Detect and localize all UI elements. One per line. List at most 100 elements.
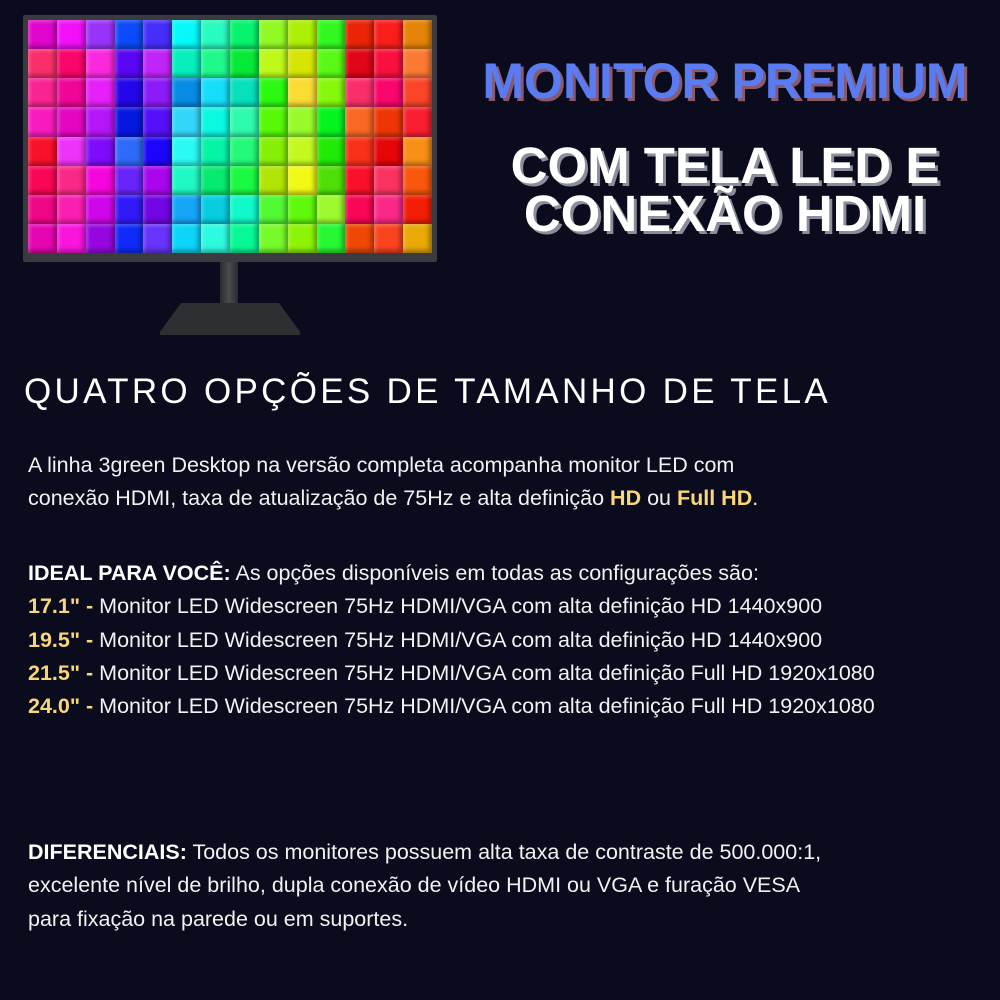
screen-cube <box>85 223 115 253</box>
option-desc: Monitor LED Widescreen 75Hz HDMI/VGA com… <box>99 660 875 685</box>
screen-cube <box>403 165 432 195</box>
screen-cube <box>403 194 432 224</box>
screen-cube <box>114 136 144 166</box>
screen-cube <box>316 194 346 224</box>
screen-cube <box>345 136 375 166</box>
diferenciais-text: Todos os monitores possuem alta taxa de … <box>186 840 822 864</box>
screen-cube <box>374 107 404 137</box>
screen-cube <box>85 136 115 166</box>
screen-cube <box>316 107 346 137</box>
screen-cube <box>201 107 230 137</box>
option-item: 21.5" - Monitor LED Widescreen 75Hz HDMI… <box>28 657 875 690</box>
ideal-line: IDEAL PARA VOCÊ: As opções disponíveis e… <box>28 557 875 590</box>
screen-cube <box>114 223 144 253</box>
screen-cube <box>403 20 432 50</box>
screen-cube <box>85 194 115 224</box>
diferenciais-section: DIFERENCIAIS: Todos os monitores possuem… <box>28 836 821 936</box>
option-item: 19.5" - Monitor LED Widescreen 75Hz HDMI… <box>28 624 875 657</box>
screen-cube <box>287 107 317 137</box>
screen-cube <box>374 20 404 50</box>
screen-cube <box>28 78 57 108</box>
screen-cube <box>374 49 404 79</box>
screen-cube <box>258 165 288 195</box>
ideal-label: IDEAL PARA VOCÊ: <box>28 561 231 585</box>
screen-cube <box>143 136 173 166</box>
screen-cube <box>374 194 404 224</box>
diferenciais-label: DIFERENCIAIS: <box>28 840 187 864</box>
option-desc: Monitor LED Widescreen 75Hz HDMI/VGA com… <box>99 694 875 719</box>
ideal-text: As opções disponíveis em todas as config… <box>230 561 759 585</box>
screen-cube <box>374 223 404 253</box>
intro-or: ou <box>641 486 677 511</box>
screen-cube <box>374 78 404 108</box>
screen-cube <box>172 165 202 195</box>
option-desc: Monitor LED Widescreen 75Hz HDMI/VGA com… <box>99 594 823 619</box>
screen-cube <box>345 49 375 79</box>
screen-cube <box>345 20 375 50</box>
screen-cube <box>201 49 230 79</box>
screen-cube <box>28 136 57 166</box>
screen-cube <box>56 49 86 79</box>
screen-cube <box>258 78 288 108</box>
screen-cube <box>316 49 346 79</box>
hd-highlight: HD <box>610 486 642 511</box>
screen-cube <box>287 78 317 108</box>
screen-cube <box>143 165 173 195</box>
screen-cube <box>374 165 404 195</box>
screen-cube <box>85 165 115 195</box>
monitor-screen-colored-cubes <box>28 20 432 253</box>
screen-cube <box>287 223 317 253</box>
section-heading: QUATRO OPÇÕES DE TAMANHO DE TELA <box>24 372 832 411</box>
monitor-stand-base <box>160 303 300 335</box>
screen-cube <box>85 78 115 108</box>
screen-cube <box>56 194 86 224</box>
screen-cube <box>403 107 432 137</box>
screen-cube <box>345 194 375 224</box>
option-item: 24.0" - Monitor LED Widescreen 75Hz HDMI… <box>28 690 875 723</box>
screen-cube <box>230 223 259 253</box>
screen-cube <box>201 223 230 253</box>
diferenciais-line1: DIFERENCIAIS: Todos os monitores possuem… <box>28 836 821 869</box>
intro-paragraph: A linha 3green Desktop na versão complet… <box>28 449 758 516</box>
screen-cube <box>114 78 144 108</box>
screen-cube <box>316 223 346 253</box>
screen-cube <box>114 194 144 224</box>
screen-cube <box>172 194 202 224</box>
screen-cube <box>28 20 57 50</box>
screen-cube <box>230 78 259 108</box>
screen-cube <box>56 20 86 50</box>
option-size: 17.1" - <box>28 594 100 619</box>
screen-cube <box>28 165 57 195</box>
intro-line2: conexão HDMI, taxa de atualização de 75H… <box>28 482 758 515</box>
option-size: 19.5" - <box>28 627 100 652</box>
screen-cube <box>230 107 259 137</box>
screen-cube <box>143 223 173 253</box>
screen-cube <box>230 165 259 195</box>
screen-cube <box>114 107 144 137</box>
option-size: 21.5" - <box>28 660 100 685</box>
screen-cube <box>316 78 346 108</box>
screen-cube <box>316 136 346 166</box>
screen-cube <box>287 136 317 166</box>
screen-cube <box>230 20 259 50</box>
screen-cube <box>28 49 57 79</box>
fullhd-highlight: Full HD <box>676 486 753 511</box>
screen-cube <box>403 78 432 108</box>
screen-cube <box>345 78 375 108</box>
screen-cube <box>56 223 86 253</box>
screen-cube <box>316 20 346 50</box>
screen-cube <box>316 165 346 195</box>
screen-cube <box>287 20 317 50</box>
screen-cube <box>201 136 230 166</box>
diferenciais-line3: para fixação na parede ou em suportes. <box>28 906 409 931</box>
screen-cube <box>258 223 288 253</box>
screen-cube <box>56 78 86 108</box>
screen-cube <box>230 194 259 224</box>
screen-cube <box>28 223 57 253</box>
screen-cube <box>85 49 115 79</box>
screen-cube <box>143 20 173 50</box>
screen-cube <box>201 78 230 108</box>
screen-cube <box>403 136 432 166</box>
screen-cube <box>258 136 288 166</box>
screen-cube <box>403 223 432 253</box>
